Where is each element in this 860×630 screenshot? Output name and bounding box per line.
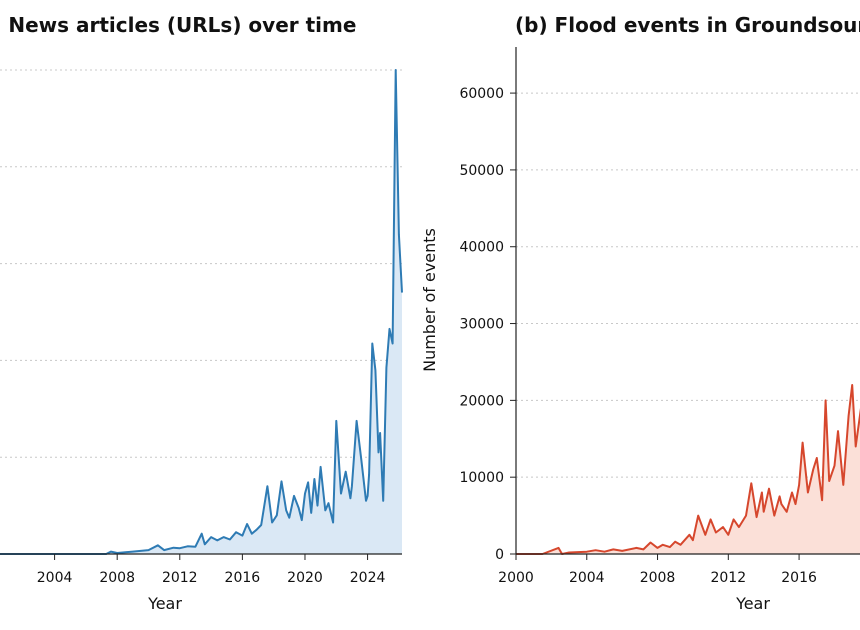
panel-b-x-ticks: 2000 2004 2008 2012 2016: [498, 554, 817, 586]
panel-b-y-tick-label-5: 50000: [459, 163, 504, 179]
panel-a-gridlines: [0, 69, 402, 458]
panel-b-gridlines: [516, 92, 860, 478]
panel-a-x-tick-label-2: 2012: [162, 570, 198, 586]
panel-a-x-tick-label-4: 2020: [287, 570, 323, 586]
panel-b-y-tick-label-0: 0: [495, 547, 504, 563]
panel-b-area-fill: [516, 385, 860, 554]
panel-b-x-tick-label-3: 2012: [710, 570, 746, 586]
panel-b-flood-events: (b) Flood events in Groundsource 0 10000 2…: [420, 13, 860, 613]
panel-a-title: (a) News articles (URLs) over time: [0, 13, 356, 37]
panel-a-x-tick-label-1: 2008: [99, 570, 135, 586]
panel-a-x-axis-label: Year: [147, 594, 182, 613]
panel-b-y-tick-label-6: 60000: [459, 86, 504, 102]
panel-b-y-tick-label-1: 10000: [459, 470, 504, 486]
panel-b-y-tick-label-2: 20000: [459, 393, 504, 409]
panel-a-x-tick-label-5: 2024: [350, 570, 386, 586]
panel-b-y-ticks: 0 10000 20000 30000 40000 50000 60000: [459, 86, 516, 563]
panel-b-x-axis-label: Year: [735, 594, 770, 613]
panel-a-x-ticks: 2004 2008 2012 2016 2020 2024: [37, 554, 386, 586]
panel-a-x-tick-label-3: 2016: [225, 570, 261, 586]
panel-b-x-tick-label-1: 2004: [569, 570, 605, 586]
panel-a-x-tick-label-0: 2004: [37, 570, 73, 586]
panel-a-series-line: [0, 69, 403, 555]
panel-a-area-fill: [0, 70, 402, 554]
panel-b-y-axis-label: Number of events: [420, 228, 439, 372]
panel-b-x-tick-label-2: 2008: [640, 570, 676, 586]
panel-b-y-tick-label-4: 40000: [459, 240, 504, 256]
panel-a-news-articles: (a) News articles (URLs) over time 2004 2…: [0, 13, 403, 613]
panel-b-y-tick-label-3: 30000: [459, 317, 504, 333]
panel-b-title: (b) Flood events in Groundsource: [515, 13, 860, 37]
panel-b-x-tick-label-4: 2016: [781, 570, 817, 586]
panel-b-series-line: [516, 384, 860, 555]
panel-b-x-tick-label-0: 2000: [498, 570, 534, 586]
